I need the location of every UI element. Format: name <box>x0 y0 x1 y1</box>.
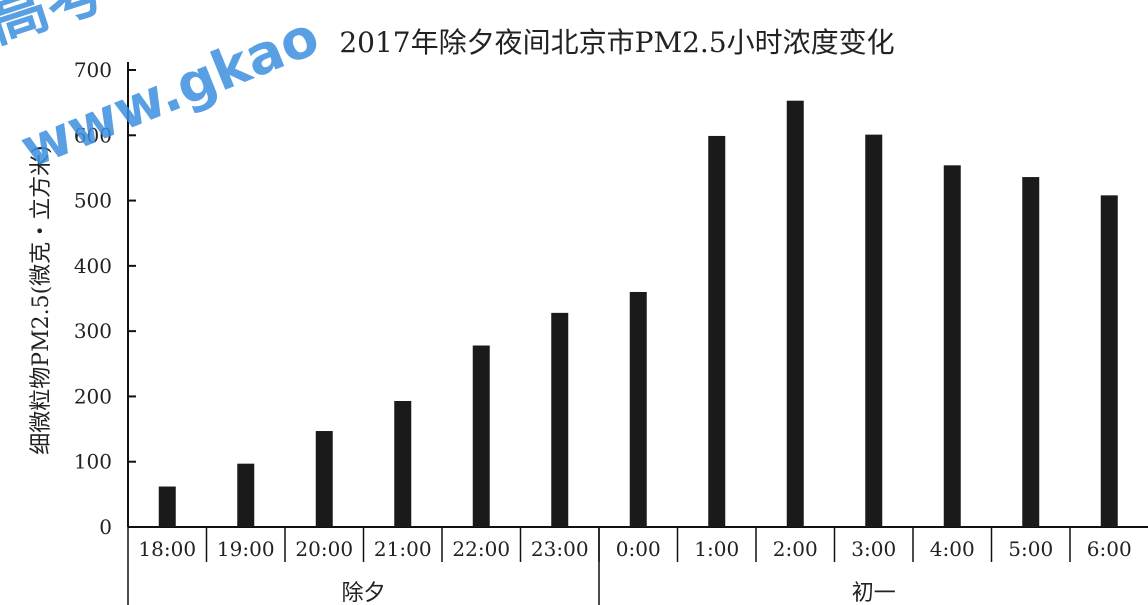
y-tick-label: 400 <box>74 254 112 278</box>
bar-4-00 <box>943 165 961 527</box>
x-tick-label: 22:00 <box>452 537 510 561</box>
y-tick-label: 500 <box>74 189 112 213</box>
y-tick-label: 200 <box>74 384 112 408</box>
bar-1-00 <box>708 135 726 527</box>
watermark-line1: 高考 <box>0 0 114 57</box>
x-tick-label: 0:00 <box>616 537 661 561</box>
y-tick-label: 300 <box>74 319 112 343</box>
watermark-logo: 高考 www.gkao <box>0 0 327 180</box>
y-tick-label: 700 <box>74 58 112 82</box>
bar-0-00 <box>629 291 647 527</box>
x-tick-label: 1:00 <box>694 537 739 561</box>
x-tick-label: 2:00 <box>773 537 818 561</box>
group-label: 除夕 <box>341 581 385 605</box>
y-tick-label: 100 <box>74 450 112 474</box>
bar-23-00 <box>551 312 569 527</box>
x-tick-label: 23:00 <box>531 537 589 561</box>
x-axis-categories: 18:00 19:00 20:00 21:00 22:00 23:00 0:00 1:00 2:… <box>138 527 1132 562</box>
bars <box>158 100 1118 527</box>
x-tick-label: 6:00 <box>1087 537 1132 561</box>
bar-3-00 <box>865 134 883 527</box>
x-tick-label: 5:00 <box>1008 537 1053 561</box>
bar-5-00 <box>1022 177 1040 527</box>
x-tick-label: 20:00 <box>295 537 353 561</box>
x-tick-label: 21:00 <box>374 537 432 561</box>
bar-18-00 <box>158 486 176 527</box>
y-tick-label: 0 <box>99 515 112 539</box>
bar-2-00 <box>786 100 804 527</box>
x-tick-label: 4:00 <box>930 537 975 561</box>
bar-6-00 <box>1100 195 1118 527</box>
chart-title: 2017年除夕夜间北京市PM2.5小时浓度变化 <box>339 26 894 59</box>
x-axis-groups: 除夕 初一 <box>127 527 896 605</box>
x-tick-label: 3:00 <box>851 537 896 561</box>
bar-22-00 <box>472 345 490 527</box>
y-tick-label: 600 <box>74 123 112 147</box>
y-axis-label: 细微粒物PM2.5(微克・立方米) <box>29 145 54 454</box>
x-tick-label: 18:00 <box>138 537 196 561</box>
bar-21-00 <box>394 400 412 527</box>
y-axis-ticks: 0 100 200 300 400 500 600 700 <box>74 58 136 539</box>
group-label: 初一 <box>852 581 896 605</box>
bar-20-00 <box>315 431 333 527</box>
x-tick-label: 19:00 <box>217 537 275 561</box>
bar-19-00 <box>237 463 255 527</box>
